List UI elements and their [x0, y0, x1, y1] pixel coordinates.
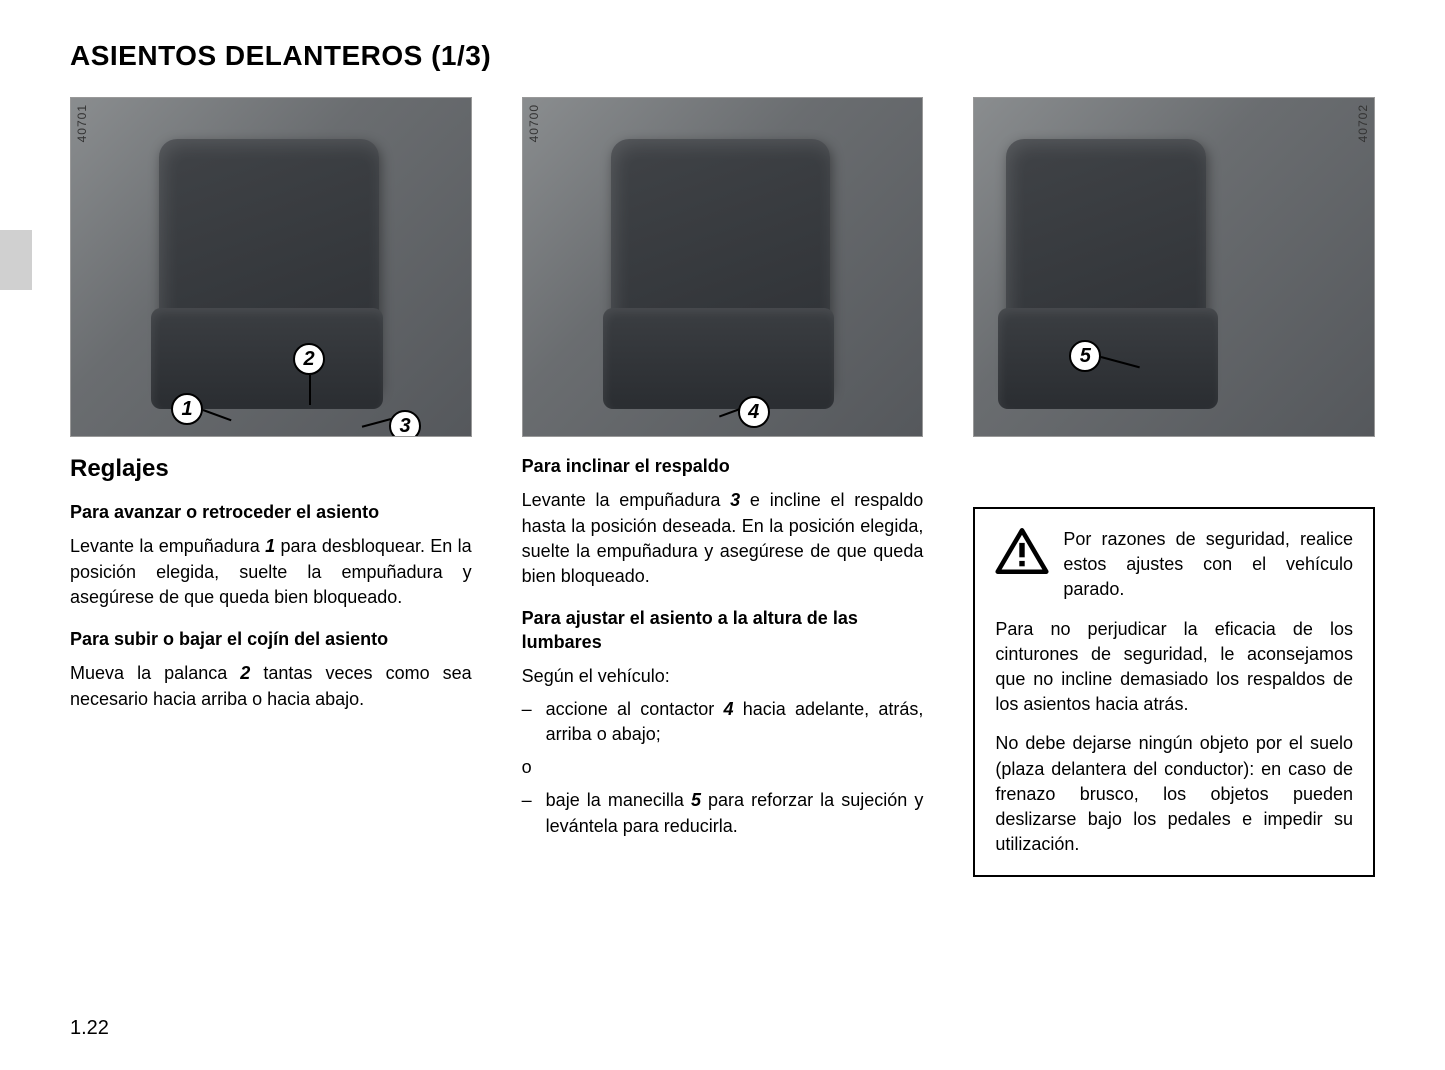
figure-code: 40700: [527, 104, 541, 142]
figure-2: 40700 4: [522, 97, 924, 437]
subheading-lumbares: Para ajustar el asiento a la altura de l…: [522, 607, 924, 654]
subheading-inclinar: Para inclinar el respaldo: [522, 455, 924, 478]
leader-line: [362, 418, 391, 428]
figure-1: 40701 1 2 3: [70, 97, 472, 437]
paragraph: Según el vehículo:: [522, 664, 924, 689]
warning-box: Por razones de seguridad, realice estos …: [973, 507, 1375, 877]
content-columns: 40701 1 2 3 Reglajes Para avanzar o retr…: [70, 97, 1375, 877]
callout-1: 1: [171, 393, 203, 425]
warning-text-1: Por razones de seguridad, realice estos …: [1063, 527, 1353, 603]
warning-icon: [995, 527, 1049, 575]
ref-number: 1: [265, 536, 275, 556]
ref-number: 3: [730, 490, 740, 510]
leader-line: [719, 408, 740, 417]
column-1: 40701 1 2 3 Reglajes Para avanzar o retr…: [70, 97, 472, 877]
list-item: – accione al contactor 4 hacia adelante,…: [522, 697, 924, 747]
text: baje la manecilla: [546, 790, 691, 810]
page-tab-marker: [0, 230, 32, 290]
subheading-avanzar: Para avanzar o retroceder el asiento: [70, 501, 472, 524]
text: Levante la empuñadura: [70, 536, 265, 556]
ref-number: 4: [723, 699, 733, 719]
or-separator: o: [522, 757, 924, 778]
warning-header: Por razones de seguridad, realice estos …: [995, 527, 1353, 603]
paragraph: Levante la empuñadura 3 e incline el res…: [522, 488, 924, 589]
section-heading-reglajes: Reglajes: [70, 455, 472, 483]
paragraph: Levante la empuñadura 1 para desbloquear…: [70, 534, 472, 610]
figure-code: 40701: [75, 104, 89, 142]
callout-3: 3: [389, 410, 421, 437]
callout-4: 4: [738, 396, 770, 428]
list-item: – baje la manecilla 5 para reforzar la s…: [522, 788, 924, 838]
figure-code: 40702: [1356, 104, 1370, 142]
list-text: accione al contactor 4 hacia adelante, a…: [546, 697, 924, 747]
column-3: 40702 5 Por razones de seguridad, realic…: [973, 97, 1375, 877]
leader-line: [203, 409, 232, 421]
list-text: baje la manecilla 5 para reforzar la suj…: [546, 788, 924, 838]
figure-3: 40702 5: [973, 97, 1375, 437]
subheading-subir-bajar: Para subir o bajar el cojín del asiento: [70, 628, 472, 651]
page-title: ASIENTOS DELANTEROS (1/3): [70, 40, 1375, 72]
paragraph: Mueva la palanca 2 tantas veces como sea…: [70, 661, 472, 711]
text: Levante la empuñadura: [522, 490, 730, 510]
callout-2: 2: [293, 343, 325, 375]
ref-number: 5: [691, 790, 701, 810]
ref-number: 2: [240, 663, 250, 683]
warning-text-2: Para no perjudicar la eficacia de los ci…: [995, 617, 1353, 718]
seat-base-illustration: [603, 308, 835, 409]
list-dash: –: [522, 788, 546, 838]
text: Mueva la palanca: [70, 663, 240, 683]
page-number: 1.22: [70, 1017, 109, 1040]
column-2: 40700 4 Para inclinar el respaldo Levant…: [522, 97, 924, 877]
text: accione al contactor: [546, 699, 724, 719]
list-dash: –: [522, 697, 546, 747]
warning-text-3: No debe dejarse ningún objeto por el sue…: [995, 731, 1353, 857]
leader-line: [309, 375, 311, 405]
